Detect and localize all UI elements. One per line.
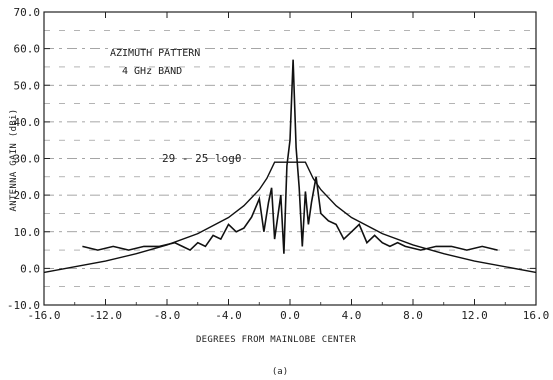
x-tick-label: -12.0 [89, 309, 122, 322]
y-tick-label: 10.0 [14, 226, 41, 239]
y-tick-label: 70.0 [14, 6, 41, 19]
x-tick-label: -16.0 [27, 309, 60, 322]
y-axis-ticks: -10.0 0.0 10.0 20.0 30.0 40.0 50.0 60.0 70.0 [7, 6, 536, 312]
chart-gridlines [44, 30, 536, 287]
x-tick-label: -8.0 [154, 309, 181, 322]
figure-caption: (a) [272, 367, 288, 377]
annotation-line-1: AZIMUTH PATTERN [110, 48, 200, 59]
y-tick-label: 50.0 [14, 79, 41, 92]
y-axis-label: ANTENNA GAIN (dBi) [9, 109, 19, 212]
envelope-label: 29 - 25 logθ [162, 152, 241, 165]
y-tick-label: 30.0 [14, 153, 41, 166]
y-tick-label: 60.0 [14, 43, 41, 56]
annotation-line-2: 4 GHz BAND [122, 66, 182, 77]
x-tick-label: 12.0 [461, 309, 488, 322]
x-tick-label: 16.0 [523, 309, 550, 322]
series-measured-line [82, 59, 498, 254]
y-tick-label: 40.0 [14, 116, 41, 129]
y-tick-label: -10.0 [7, 299, 40, 312]
series-envelope-line [43, 161, 537, 274]
x-tick-label: 8.0 [403, 309, 423, 322]
x-tick-label: -4.0 [215, 309, 242, 322]
chart-series [43, 59, 537, 274]
y-tick-label: 0.0 [20, 262, 40, 275]
y-tick-label: 20.0 [14, 189, 41, 202]
x-axis-label: DEGREES FROM MAINLOBE CENTER [196, 335, 356, 345]
x-tick-label: 4.0 [342, 309, 362, 322]
x-axis-ticks: -16.0 -12.0 -8.0 -4.0 0.0 4.0 8.0 12.0 16.0 [27, 12, 549, 322]
x-tick-label: 0.0 [280, 309, 300, 322]
